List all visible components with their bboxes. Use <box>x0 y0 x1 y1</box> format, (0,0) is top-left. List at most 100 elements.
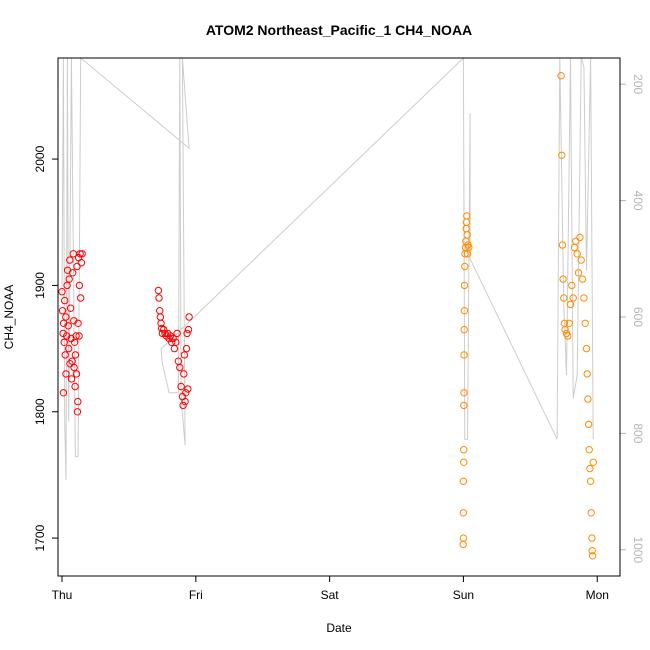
data-point <box>66 304 75 312</box>
data-point <box>573 250 581 258</box>
data-point <box>578 275 587 283</box>
data-point <box>586 477 595 485</box>
data-point <box>460 458 468 466</box>
y-axis-label: CH4_NOAA <box>2 285 16 350</box>
data-point <box>168 338 176 346</box>
data-point <box>62 313 70 321</box>
data-point <box>588 534 596 542</box>
x-tick-label: Mon <box>586 588 609 602</box>
data-point <box>588 552 597 560</box>
data-point <box>59 389 68 397</box>
data-point <box>182 344 191 353</box>
data-point <box>584 395 592 403</box>
data-point <box>158 324 166 333</box>
data-point <box>582 344 591 353</box>
data-point <box>76 250 84 258</box>
data-point <box>574 269 583 277</box>
data-point <box>63 281 71 290</box>
data-point <box>465 243 473 252</box>
data-point <box>184 385 192 393</box>
x-tick-label: Sun <box>453 588 474 602</box>
data-point <box>173 329 181 338</box>
data-point <box>463 212 471 220</box>
data-point <box>577 256 585 264</box>
data-point <box>180 351 189 359</box>
data-point <box>558 151 566 160</box>
data-point <box>561 325 569 334</box>
data-point <box>74 319 82 327</box>
data-point <box>73 408 82 416</box>
data-point <box>176 363 184 372</box>
data-point <box>64 322 72 330</box>
data-point <box>69 269 77 277</box>
data-point <box>559 275 567 283</box>
data-point <box>60 338 68 346</box>
data-point <box>182 389 190 397</box>
x-tick-label: Sat <box>321 588 340 602</box>
data-point <box>66 256 74 264</box>
data-point <box>566 300 575 309</box>
data-point <box>459 477 468 485</box>
data-point <box>58 307 67 315</box>
y2-tick-label: 600 <box>631 307 645 327</box>
data-point <box>160 325 168 334</box>
data-point <box>77 259 86 267</box>
data-point <box>74 397 82 406</box>
data-point <box>461 262 469 271</box>
data-point <box>75 281 84 290</box>
data-point <box>172 338 180 346</box>
data-point <box>565 319 573 327</box>
y-tick-label: 1700 <box>33 524 47 551</box>
data-point <box>65 275 73 283</box>
data-point <box>569 294 577 302</box>
data-point <box>157 319 165 327</box>
plot-frame <box>57 57 621 577</box>
data-point <box>586 464 594 473</box>
plot-layer: Thu Fri Sat Sun Mon 1700 1800 1900 2000 200 400 600… <box>33 56 645 602</box>
data-point <box>181 397 189 406</box>
data-point <box>177 382 185 391</box>
data-point <box>463 231 471 239</box>
data-point <box>583 370 591 378</box>
data-point <box>580 294 588 302</box>
data-point <box>460 446 468 454</box>
data-point <box>72 332 80 340</box>
data-point <box>71 382 79 391</box>
chart-title: ATOM2 Northeast_Pacific_1 CH4_NOAA <box>206 22 472 38</box>
data-point <box>557 72 565 80</box>
data-point <box>587 509 595 517</box>
data-point <box>65 344 73 353</box>
data-point <box>70 317 78 325</box>
data-point <box>581 319 589 327</box>
data-point <box>460 307 469 315</box>
data-point <box>72 370 81 378</box>
data-point <box>61 351 69 359</box>
data-point <box>154 286 163 295</box>
data-point <box>459 534 468 542</box>
data-point <box>568 281 576 290</box>
data-point <box>584 420 593 429</box>
data-point <box>62 332 71 340</box>
data-point <box>558 241 567 249</box>
y-tick-label: 1900 <box>33 272 47 299</box>
data-point <box>460 281 469 290</box>
data-point <box>183 329 191 338</box>
data-point <box>184 325 193 334</box>
data-point <box>180 370 188 378</box>
data-point <box>60 296 69 305</box>
data-point <box>77 294 85 302</box>
data-point <box>67 375 76 383</box>
data-point <box>460 401 468 410</box>
data-point <box>560 294 568 302</box>
data-point <box>62 370 70 378</box>
y2-tick-label: 800 <box>631 423 645 443</box>
y2-tick-label: 200 <box>631 74 645 94</box>
x-tick-label: Fri <box>189 588 203 602</box>
data-point <box>588 547 596 555</box>
x-axis-label: Date <box>326 621 352 635</box>
y2-tick-label: 1000 <box>631 536 645 563</box>
data-point <box>75 332 83 340</box>
y2-tick-label: 400 <box>631 191 645 211</box>
data-point <box>78 250 86 258</box>
